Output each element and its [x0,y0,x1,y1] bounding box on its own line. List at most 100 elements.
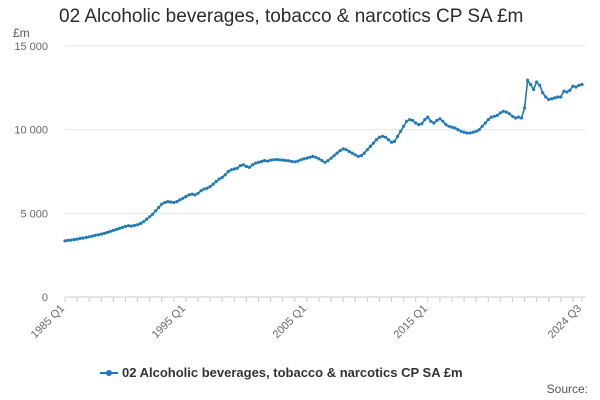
data-point[interactable] [507,112,511,116]
data-point[interactable] [513,116,518,120]
data-point[interactable] [532,87,536,92]
data-point[interactable] [547,97,551,102]
data-point[interactable] [123,224,128,228]
data-point[interactable] [396,134,400,138]
data-point[interactable] [326,159,330,163]
data-point[interactable] [477,128,481,132]
data-point[interactable] [232,167,236,171]
data-point[interactable] [72,238,76,242]
data-point[interactable] [217,177,221,181]
data-point[interactable] [574,85,578,89]
data-point[interactable] [235,166,239,170]
data-point[interactable] [84,235,88,239]
data-point[interactable] [359,154,363,158]
data-point[interactable] [568,88,572,92]
data-point[interactable] [169,200,173,204]
data-point[interactable] [504,110,508,114]
data-point[interactable] [214,179,218,184]
data-point[interactable] [302,157,306,161]
data-point[interactable] [510,114,515,118]
data-point[interactable] [402,124,406,128]
data-point[interactable] [374,138,378,142]
data-point[interactable] [380,134,385,138]
data-point[interactable] [559,95,563,99]
data-point[interactable] [296,159,300,163]
data-point[interactable] [208,185,212,189]
data-point[interactable] [383,135,388,139]
data-point[interactable] [172,200,176,205]
data-point[interactable] [314,155,318,159]
data-point[interactable] [184,195,188,199]
data-point[interactable] [495,113,499,117]
data-point[interactable] [244,164,248,169]
data-point[interactable] [262,159,267,163]
data-point[interactable] [486,118,490,122]
data-point[interactable] [544,95,548,99]
data-point[interactable] [250,163,255,167]
data-point[interactable] [392,139,397,143]
data-point[interactable] [93,233,97,237]
data-point[interactable] [148,215,152,219]
data-point[interactable] [247,165,251,169]
data-point[interactable] [411,118,415,123]
data-point[interactable] [151,212,155,216]
data-point[interactable] [75,237,79,241]
data-point[interactable] [474,129,478,133]
data-point[interactable] [399,129,403,133]
data-point[interactable] [344,148,348,152]
data-point[interactable] [108,229,112,233]
data-point[interactable] [157,205,161,210]
data-point[interactable] [241,163,245,167]
data-point[interactable] [238,164,242,168]
data-point[interactable] [489,115,493,119]
data-point[interactable] [462,130,466,134]
data-point[interactable] [166,200,170,204]
data-point[interactable] [420,122,424,126]
data-point[interactable] [519,116,524,120]
data-point[interactable] [154,209,158,213]
data-point[interactable] [323,160,327,164]
data-point[interactable] [414,121,418,125]
data-point[interactable] [160,202,164,206]
data-point[interactable] [69,238,73,242]
data-point[interactable] [465,131,469,135]
data-point[interactable] [468,131,472,135]
data-point[interactable] [432,121,436,125]
data-point[interactable] [163,200,167,205]
data-point[interactable] [190,192,194,196]
data-point[interactable] [338,149,342,153]
data-point[interactable] [129,224,134,228]
data-point[interactable] [205,186,209,190]
data-point[interactable] [63,239,67,243]
data-point[interactable] [114,227,118,231]
data-point[interactable] [269,158,273,162]
data-point[interactable] [284,158,288,163]
data-point[interactable] [66,238,70,242]
data-point[interactable] [102,231,106,235]
data-point[interactable] [580,82,584,87]
data-point[interactable] [142,220,146,224]
data-point[interactable] [256,160,261,164]
data-point[interactable] [290,159,294,164]
data-point[interactable] [196,191,200,195]
data-point[interactable] [332,154,336,158]
data-point[interactable] [556,95,560,99]
data-point[interactable] [459,129,463,133]
data-point[interactable] [571,84,575,88]
data-point[interactable] [136,223,140,227]
data-point[interactable] [105,230,109,234]
data-point[interactable] [96,233,100,237]
data-point[interactable] [577,83,581,87]
data-point[interactable] [389,140,394,144]
data-point[interactable] [408,118,412,122]
data-point[interactable] [253,161,258,165]
data-point[interactable] [126,224,131,228]
data-point[interactable] [320,159,324,163]
data-point[interactable] [347,149,351,153]
data-point[interactable] [299,158,303,162]
data-point[interactable] [438,117,442,121]
data-point[interactable] [278,158,282,162]
data-point[interactable] [175,200,179,204]
data-point[interactable] [498,111,502,115]
data-point[interactable] [456,128,460,132]
